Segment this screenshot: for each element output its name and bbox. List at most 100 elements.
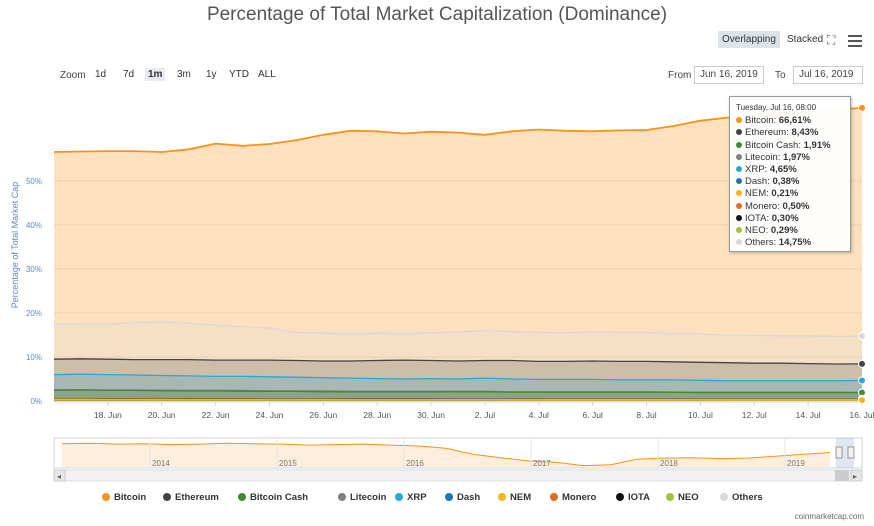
hover-markers xyxy=(858,103,866,405)
navigator-handle-right[interactable] xyxy=(847,446,855,459)
tooltip-dot xyxy=(736,202,742,209)
legend-item-bitcoin[interactable]: Bitcoin xyxy=(102,492,146,503)
hover-point-ethereum[interactable] xyxy=(858,359,866,368)
legend-label: Others xyxy=(732,492,763,503)
tooltip-series-value: 14,75% xyxy=(778,237,812,249)
tooltip-series-name: Bitcoin: xyxy=(745,115,779,127)
navigator-series xyxy=(61,442,831,467)
legend-item-iota[interactable]: IOTA xyxy=(616,492,650,503)
x-tick-label: 24. Jun xyxy=(256,410,284,420)
legend-item-xrp[interactable]: XRP xyxy=(395,492,427,503)
legend-item-ethereum[interactable]: Ethereum xyxy=(163,492,219,503)
x-tick-label: 8. Jul xyxy=(636,410,656,420)
tooltip-series-value: 1,97% xyxy=(783,151,810,163)
legend-item-dash[interactable]: Dash xyxy=(445,492,480,503)
zoom-button-ytd[interactable]: YTD xyxy=(229,69,249,80)
series-area-xrp xyxy=(54,374,862,401)
scrollbar-thumb[interactable] xyxy=(835,470,849,481)
menu-icon[interactable] xyxy=(848,35,862,50)
chart-title: Percentage of Total Market Capitalizatio… xyxy=(206,4,668,25)
x-tick-label: 4. Jul xyxy=(529,410,549,420)
tooltip-row-monero: Monero: 0,50% xyxy=(736,201,844,213)
tooltip-row-iota: IOTA: 0,30% xyxy=(736,213,844,225)
tooltip-row-others: Others: 14,75% xyxy=(736,237,844,249)
legend-item-monero[interactable]: Monero xyxy=(550,492,596,503)
x-tick-label: 30. Jun xyxy=(417,410,445,420)
to-date-input[interactable]: Jul 16, 2019 xyxy=(793,66,863,84)
zoom-button-1d[interactable]: 1d xyxy=(95,69,107,80)
legend-item-others[interactable]: Others xyxy=(720,492,763,503)
legend-item-litecoin[interactable]: Litecoin xyxy=(338,492,386,503)
x-axis-ticks: 18. Jun 20. Jun 22. Jun 24. Jun 26. Jun 28. J… xyxy=(54,401,874,420)
hover-point-xrp[interactable] xyxy=(858,376,866,385)
navigator-selection[interactable] xyxy=(836,438,854,468)
series-line-others[interactable] xyxy=(53,321,863,337)
tooltip-dot xyxy=(736,117,742,124)
legend-item-nem[interactable]: NEM xyxy=(498,492,531,503)
from-date-input[interactable]: Jun 16, 2019 xyxy=(694,66,764,84)
legend-marker xyxy=(550,493,558,501)
navigator-year-label: 2019 xyxy=(787,459,805,468)
zoom-button-1m[interactable]: 1m xyxy=(145,68,166,81)
tooltip-series-name: XRP: xyxy=(745,164,770,176)
hover-point-others[interactable] xyxy=(858,332,866,341)
legend-marker xyxy=(720,493,728,501)
y-tick-label: 10% xyxy=(26,353,42,362)
navigator-handle-left[interactable] xyxy=(835,446,843,459)
legend-label: Bitcoin Cash xyxy=(250,492,309,503)
legend-label: Monero xyxy=(562,492,597,503)
tooltip-series-name: Bitcoin Cash: xyxy=(745,139,804,151)
x-tick-label: 12. Jul xyxy=(742,410,767,420)
navigator[interactable]: 2014 2015 2016 2017 2018 2019 xyxy=(53,437,863,469)
tooltip-series-name: Litecoin: xyxy=(745,151,784,163)
legend: Bitcoin Ethereum Bitcoin Cash Litecoin XRP Da… xyxy=(100,492,780,506)
hover-point-bitcoin[interactable] xyxy=(858,103,866,112)
stacked-button[interactable]: Stacked xyxy=(787,34,824,45)
x-tick-label: 2. Jul xyxy=(475,410,495,420)
legend-item-neo[interactable]: NEO xyxy=(666,492,699,503)
tooltip-series-value: 1,91% xyxy=(803,139,831,151)
tooltip-series-name: IOTA: xyxy=(745,212,772,224)
overlapping-button[interactable]: Overlapping xyxy=(718,31,780,48)
legend-marker xyxy=(616,493,624,501)
legend-label: Dash xyxy=(457,492,481,503)
tooltip-dot xyxy=(736,214,742,221)
legend-label: XRP xyxy=(407,492,427,503)
y-axis-label: Percentage of Total Market Cap xyxy=(10,181,20,309)
tooltip-row-bitcoin-cash: Bitcoin Cash: 1,91% xyxy=(736,140,844,152)
tooltip-dot xyxy=(736,153,742,160)
x-tick-label: 28. Jun xyxy=(363,410,391,420)
tooltip-dot xyxy=(736,178,742,185)
legend-item-bitcoin-cash[interactable]: Bitcoin Cash xyxy=(238,492,308,503)
tooltip-dot xyxy=(736,190,742,197)
x-tick-label: 20. Jun xyxy=(148,410,176,420)
scrollbar-left-arrow[interactable] xyxy=(53,469,66,482)
legend-marker xyxy=(666,493,674,501)
series-line-ethereum[interactable] xyxy=(53,358,863,365)
tooltip-series-name: Ethereum: xyxy=(745,127,792,139)
tooltip-dot xyxy=(736,239,742,246)
tooltip-row-bitcoin: Bitcoin: 66,61% xyxy=(736,115,844,127)
hover-point-nem[interactable] xyxy=(858,396,866,405)
navigator-area xyxy=(62,443,830,467)
tooltip-dot xyxy=(736,166,742,173)
navigator-year-label: 2018 xyxy=(660,459,678,468)
scrollbar-right-arrow[interactable] xyxy=(850,469,863,482)
x-tick-label: 18. Jun xyxy=(94,410,122,420)
scrollbar[interactable]: ◂ ▸ xyxy=(53,469,863,482)
tooltip-row-ethereum: Ethereum: 8,43% xyxy=(736,127,844,139)
zoom-button-7d[interactable]: 7d xyxy=(123,69,135,80)
legend-marker xyxy=(102,493,110,501)
x-tick-label: 26. Jun xyxy=(309,410,337,420)
zoom-button-3m[interactable]: 3m xyxy=(177,69,191,80)
tooltip-series-value: 0,50% xyxy=(782,200,810,212)
zoom-button-1y[interactable]: 1y xyxy=(206,69,217,80)
series-line-bitcoin[interactable] xyxy=(53,107,863,153)
zoom-button-all[interactable]: ALL xyxy=(258,69,276,80)
svg-text:◂: ◂ xyxy=(57,472,61,481)
series-line-xrp[interactable] xyxy=(53,373,863,382)
tooltip-series-value: 8,43% xyxy=(791,127,819,139)
series-line-bitcoin-cash[interactable] xyxy=(53,389,862,394)
fullscreen-icon[interactable]: ⛶ xyxy=(827,33,836,47)
